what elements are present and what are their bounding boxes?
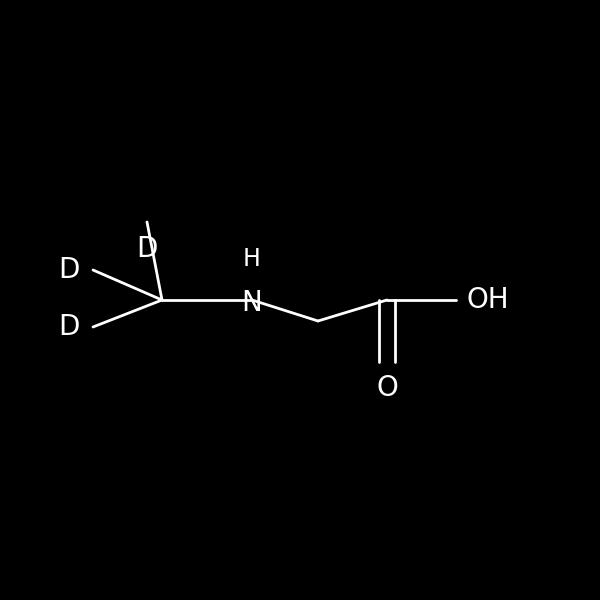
Text: D: D xyxy=(58,313,80,341)
Text: H: H xyxy=(243,247,261,271)
Text: OH: OH xyxy=(467,286,509,314)
Text: D: D xyxy=(136,235,158,263)
Text: O: O xyxy=(376,374,398,402)
Text: D: D xyxy=(58,256,80,284)
Text: N: N xyxy=(242,289,262,317)
